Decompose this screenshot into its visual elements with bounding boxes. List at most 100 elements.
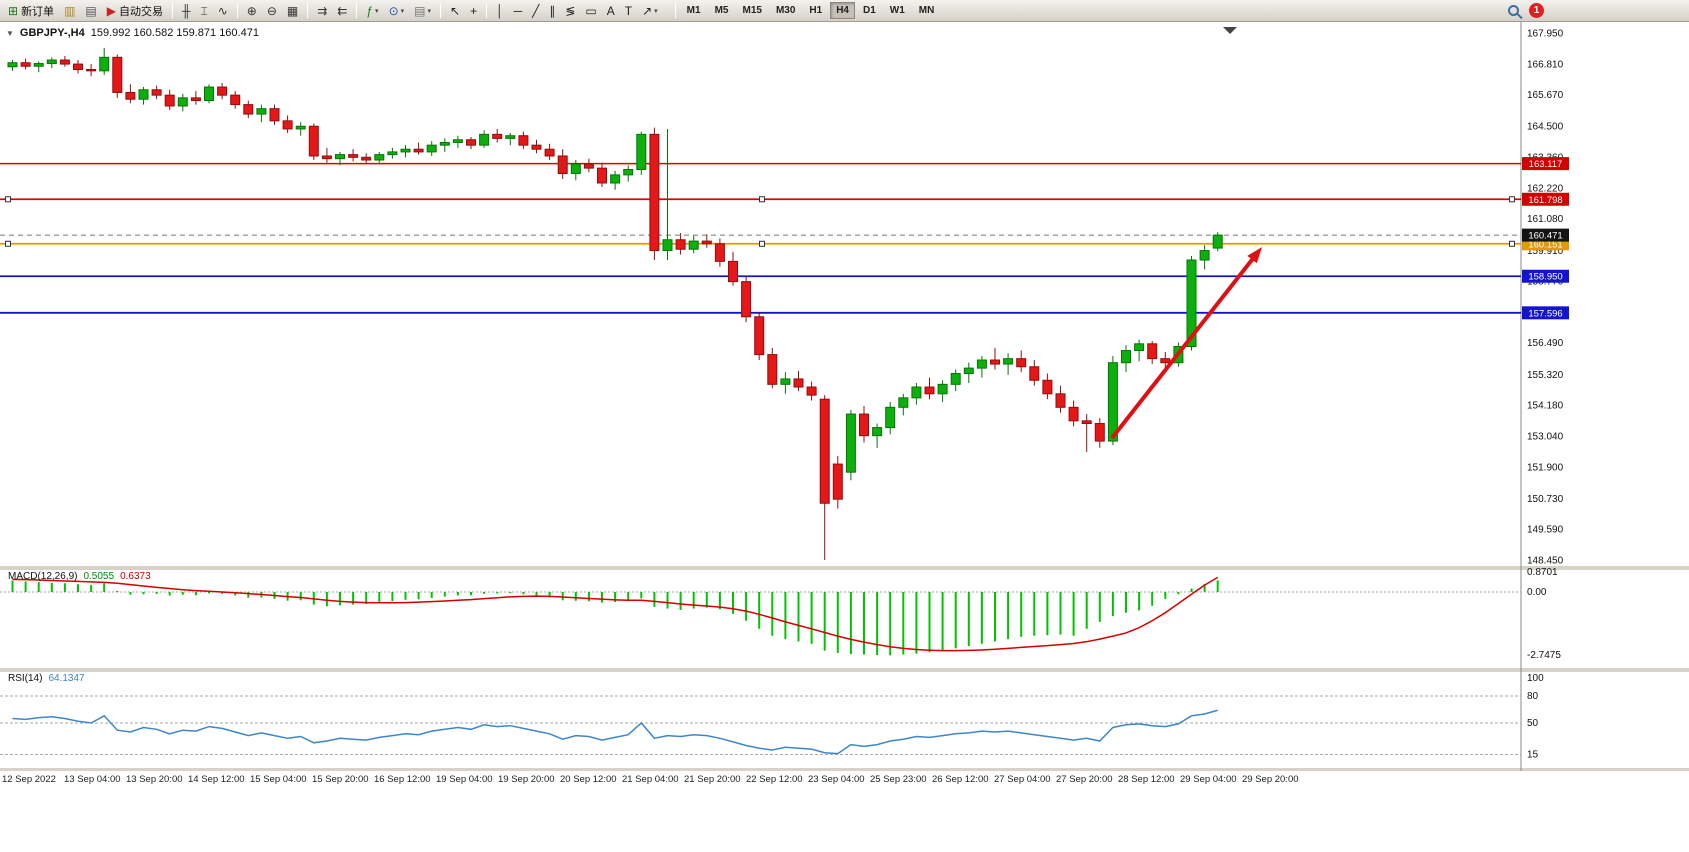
candle: [1121, 350, 1131, 364]
price-axis-label: 166.810: [1527, 59, 1564, 70]
tile-windows-button[interactable]: ▦: [283, 1, 302, 20]
arrows-dropdown[interactable]: ↗ ▾: [638, 1, 662, 20]
candle: [610, 174, 621, 184]
line-selection-marker[interactable]: [759, 196, 765, 203]
timeframe-m5[interactable]: M5: [714, 5, 729, 16]
candle: [544, 148, 555, 157]
trendline-button[interactable]: ╱: [528, 1, 543, 20]
timeframe-h4[interactable]: H4: [830, 2, 855, 19]
candle: [963, 367, 974, 375]
candlestick-chart-button[interactable]: ⌶: [197, 1, 212, 20]
candle: [688, 240, 699, 250]
text-label-button[interactable]: T: [621, 1, 636, 20]
timeframe-m15[interactable]: M15: [742, 5, 762, 16]
candle: [177, 97, 188, 107]
candle: [924, 386, 935, 395]
cursor-button[interactable]: ↖: [446, 1, 464, 20]
indicators-dropdown[interactable]: ƒ ▾: [362, 1, 382, 20]
line-chart-button-icon: ∿: [217, 3, 228, 18]
crosshair-button-icon: +: [470, 3, 478, 18]
time-axis-label: 28 Sep 12:00: [1118, 774, 1175, 785]
rsi-name: RSI(14): [8, 673, 43, 684]
candle: [243, 104, 254, 115]
indicators-dropdown-caret[interactable]: ▾: [375, 7, 379, 15]
toolbar-separator: [356, 3, 358, 18]
candle: [662, 239, 673, 252]
timeframe-h1[interactable]: H1: [809, 5, 823, 16]
chart-area[interactable]: [0, 22, 1521, 566]
fibonacci-button[interactable]: ≶: [561, 1, 579, 20]
candle: [217, 86, 228, 96]
timeframe-mn[interactable]: MN: [918, 5, 935, 16]
candle: [348, 154, 359, 158]
channel-button[interactable]: ∥: [545, 1, 559, 20]
templates-dropdown[interactable]: ▤ ▾: [410, 1, 435, 20]
shapes-button-icon: ▭: [585, 3, 597, 18]
candle: [819, 398, 830, 504]
time-axis-label: 19 Sep 04:00: [436, 774, 493, 785]
new-order-button[interactable]: ⊞ 新订单: [4, 1, 58, 20]
chart-shift-marker[interactable]: [1223, 27, 1237, 34]
autotrading-button[interactable]: ▶ 自动交易: [103, 1, 167, 20]
periods-dropdown[interactable]: ⊙ ▾: [385, 1, 409, 20]
panel-separator-rsi[interactable]: [0, 668, 1689, 672]
candle: [269, 108, 280, 122]
line-chart-button[interactable]: ∿: [214, 1, 232, 20]
timeframe-m30[interactable]: M30: [775, 5, 796, 16]
print-button[interactable]: ▤: [81, 1, 100, 20]
candle: [33, 63, 44, 67]
macd-axis-label: 0.00: [1527, 587, 1547, 598]
search-icon[interactable]: [1508, 5, 1519, 16]
zoom-out-button[interactable]: ⊖: [263, 1, 281, 20]
bar-chart-button[interactable]: ╫: [178, 1, 195, 20]
trend-arrow-head[interactable]: [1247, 247, 1262, 264]
charts-grid-button[interactable]: ▥: [60, 1, 79, 20]
zoom-in-button[interactable]: ⊕: [243, 1, 261, 20]
candle: [1147, 343, 1158, 360]
candle: [1016, 358, 1027, 368]
arrows-dropdown-caret[interactable]: ▾: [654, 7, 658, 15]
time-axis-label: 15 Sep 20:00: [312, 774, 369, 785]
text-button[interactable]: A: [603, 1, 619, 20]
timeframe-d1[interactable]: D1: [862, 5, 876, 16]
candle: [675, 239, 686, 250]
auto-scroll-button[interactable]: ⇉: [313, 1, 331, 20]
candle: [151, 89, 162, 96]
time-axis-label: 27 Sep 04:00: [994, 774, 1051, 785]
toolbar-separator: [171, 3, 173, 18]
line-selection-marker[interactable]: [1509, 196, 1515, 203]
panel-separator-macd[interactable]: [0, 566, 1689, 570]
candle: [86, 68, 97, 72]
horizontal-line-button-icon: ─: [513, 3, 523, 18]
timeframe-m1[interactable]: M1: [686, 5, 701, 16]
vertical-line-button[interactable]: │: [492, 1, 508, 20]
line-selection-marker[interactable]: [1509, 240, 1515, 247]
periods-dropdown-caret[interactable]: ▾: [400, 7, 405, 15]
auto-scroll-button-icon: ⇉: [317, 3, 328, 18]
time-axis-label: 15 Sep 04:00: [250, 774, 307, 785]
candle: [73, 63, 83, 70]
crosshair-button[interactable]: +: [466, 1, 481, 20]
shapes-button[interactable]: ▭: [581, 1, 600, 20]
text-label-button-icon: T: [624, 3, 633, 18]
line-selection-marker[interactable]: [5, 196, 11, 203]
toolbar-separator: [440, 3, 441, 18]
templates-dropdown-caret[interactable]: ▾: [427, 7, 431, 15]
trend-arrow-line[interactable]: [1110, 253, 1258, 440]
candle: [623, 168, 634, 176]
candle: [597, 167, 607, 184]
rsi-axis-label: 100: [1527, 673, 1544, 684]
line-selection-marker[interactable]: [759, 240, 765, 247]
one-click-trading-toggle[interactable]: ▼: [6, 28, 14, 38]
chart-shift-button[interactable]: ⇇: [333, 1, 351, 20]
candle: [282, 120, 293, 130]
candle: [531, 144, 542, 150]
candle: [741, 281, 752, 318]
timeframe-w1[interactable]: W1: [889, 5, 905, 16]
notification-badge[interactable]: 1: [1529, 3, 1544, 18]
toolbar-separator: [486, 3, 488, 18]
horizontal-line-button[interactable]: ─: [510, 1, 527, 20]
candle: [1029, 366, 1040, 381]
line-selection-marker[interactable]: [5, 240, 11, 247]
